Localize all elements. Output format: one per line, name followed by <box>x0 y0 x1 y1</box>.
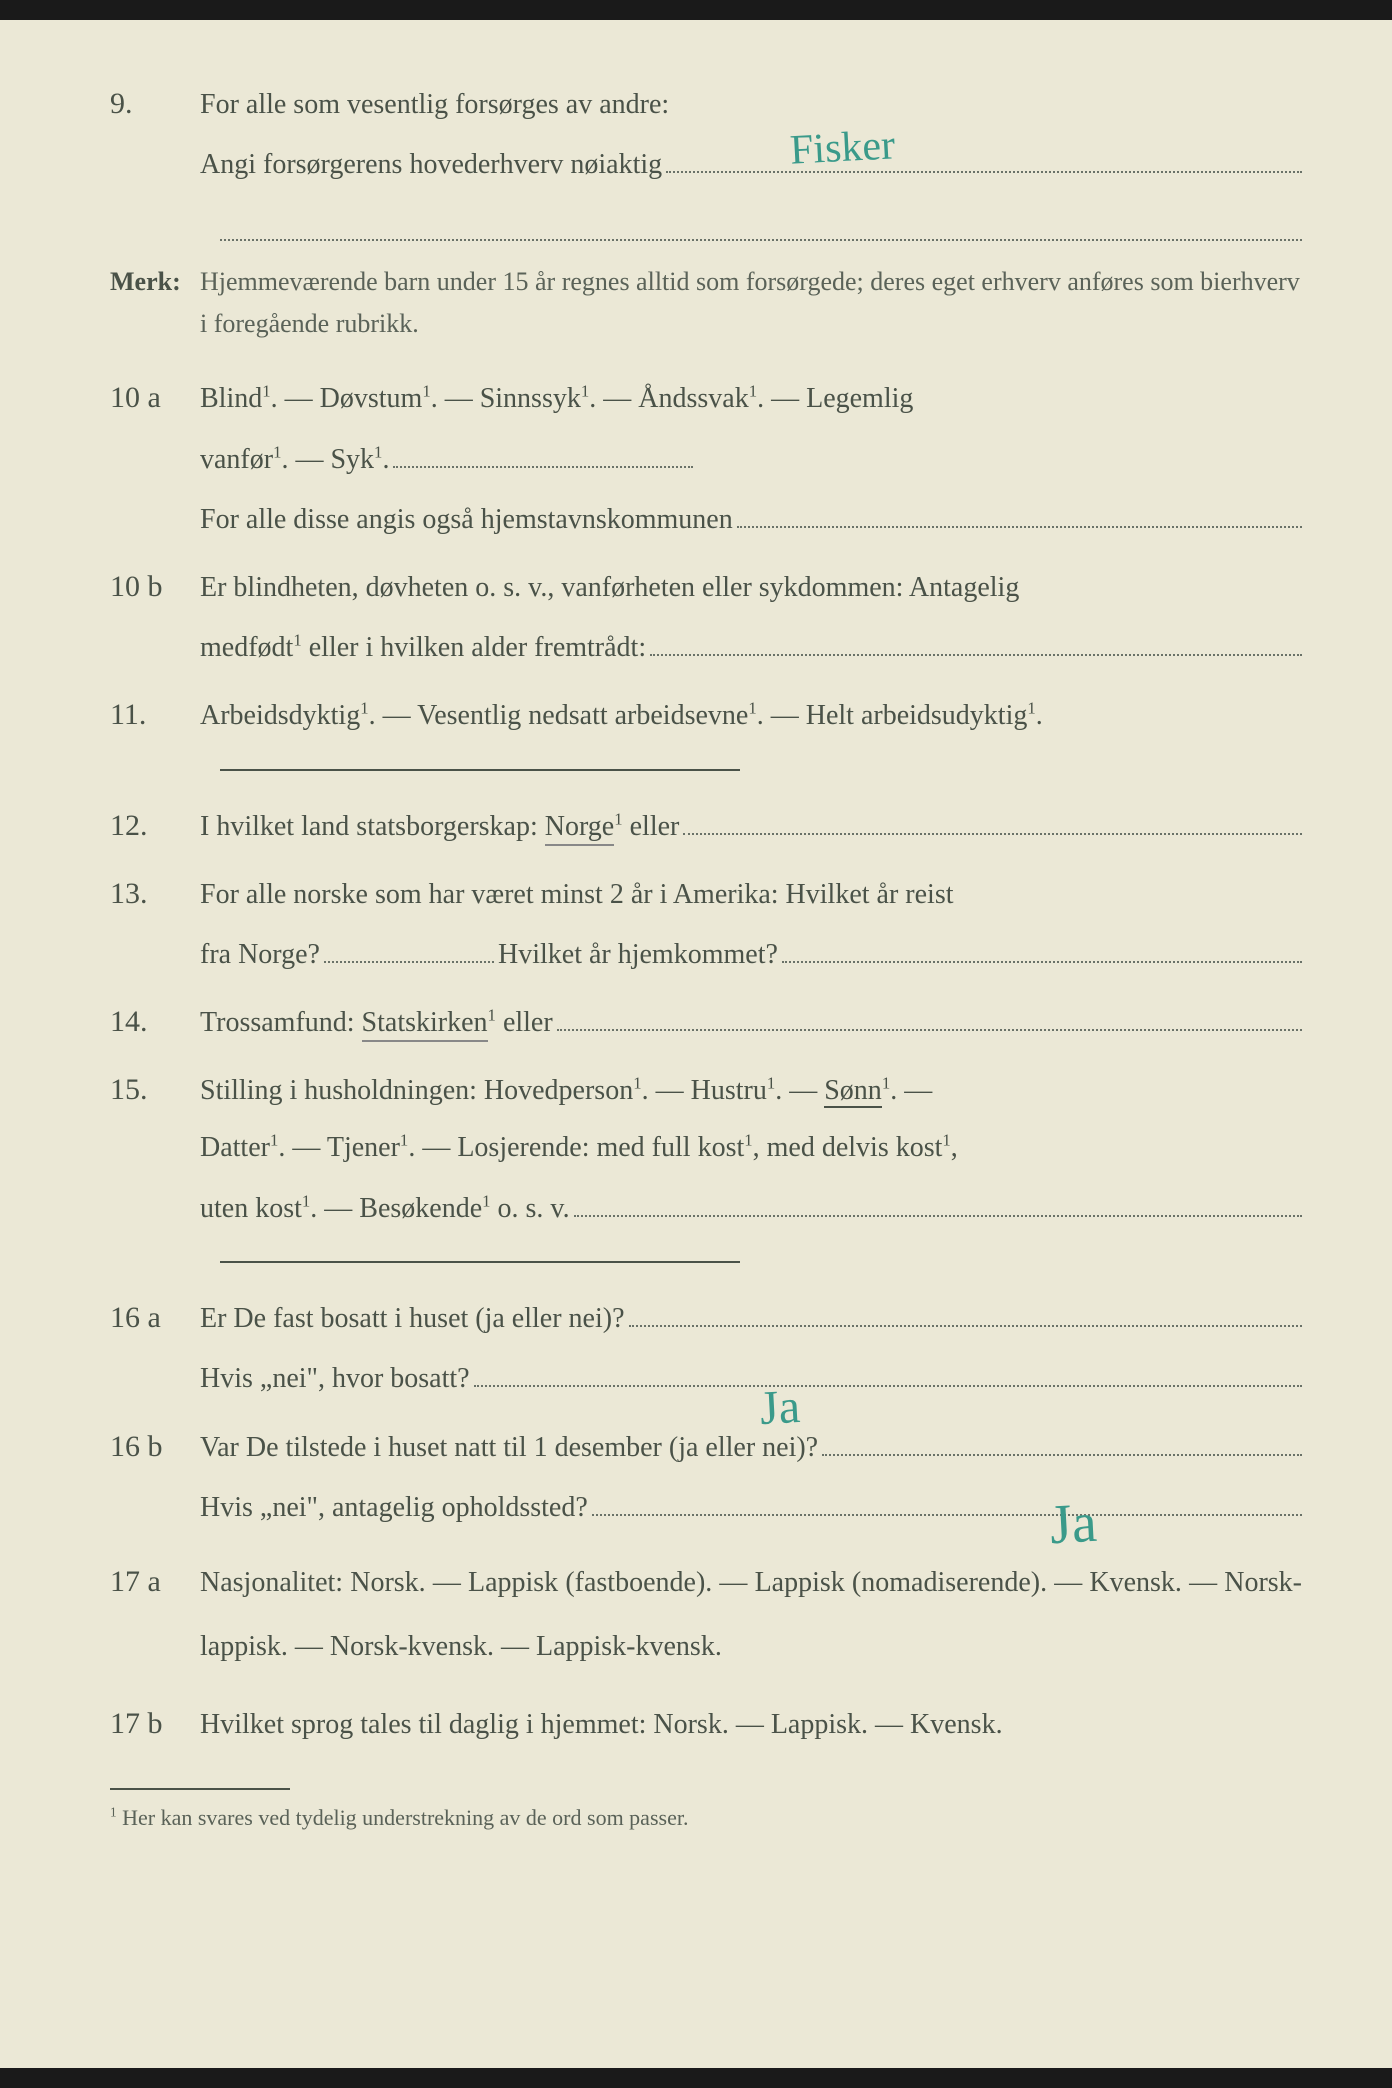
q17b-number: 17 b <box>110 1700 200 1748</box>
question-14: 14. Trossamfund: Statskirken1 eller <box>110 998 1302 1047</box>
note-text: Hjemmeværende barn under 15 år regnes al… <box>200 261 1302 344</box>
question-16b: 16 b Var De tilstede i huset natt til 1 … <box>110 1422 1302 1531</box>
q12-blank <box>683 801 1302 835</box>
q10b-line2: medfødt1 eller i hvilken alder fremtrådt… <box>200 626 646 671</box>
q13-line2a: fra Norge? <box>200 933 320 978</box>
q10b-blank <box>650 623 1302 657</box>
q15-number: 15. <box>110 1066 200 1114</box>
q10a-blank <box>393 434 693 468</box>
q10a-line2: vanfør1. — Syk1. <box>200 438 389 483</box>
note-row: Merk: Hjemmeværende barn under 15 år reg… <box>110 261 1302 344</box>
q14-number: 14. <box>110 998 200 1046</box>
q16a-blank1 <box>629 1293 1303 1327</box>
footnote: 1 Her kan svares ved tydelig understrekn… <box>110 1800 1302 1835</box>
q16b-line1: Var De tilstede i huset natt til 1 desem… <box>200 1426 818 1471</box>
q16a-handwritten: Ja <box>758 1369 802 1448</box>
q9-line1: For alle som vesentlig forsørges av andr… <box>200 83 1302 128</box>
q13-blank2 <box>782 929 1302 963</box>
q15-blank <box>574 1183 1302 1217</box>
divider-2 <box>220 1261 740 1263</box>
question-15: 15. Stilling i husholdningen: Hovedperso… <box>110 1066 1302 1231</box>
question-11: 11. Arbeidsdyktig1. — Vesentlig nedsatt … <box>110 691 1302 739</box>
question-16a: 16 a Er De fast bosatt i huset (ja eller… <box>110 1293 1302 1402</box>
question-10b: 10 b Er blindheten, døvheten o. s. v., v… <box>110 563 1302 671</box>
q9-handwritten: Fisker <box>788 112 896 185</box>
q13-blank1 <box>324 929 494 963</box>
q16b-line2: Hvis „nei", antagelig opholdssted? <box>200 1486 588 1531</box>
q10a-line3: For alle disse angis også hjemstavnskomm… <box>200 498 733 543</box>
q16b-handwritten: Ja <box>1048 1479 1099 1571</box>
q16b-blank1 <box>822 1422 1302 1456</box>
q9-extra-line <box>220 196 1302 241</box>
question-13: 13. For alle norske som har været minst … <box>110 870 1302 978</box>
q10b-line1: Er blindheten, døvheten o. s. v., vanfør… <box>200 566 1302 611</box>
q17b-text: Hvilket sprog tales til daglig i hjemmet… <box>200 1703 1302 1748</box>
question-12: 12. I hvilket land statsborgerskap: Norg… <box>110 801 1302 850</box>
census-form-page: 9. For alle som vesentlig forsørges av a… <box>0 20 1392 2068</box>
q15-line1: Stilling i husholdningen: Hovedperson1. … <box>200 1069 1302 1114</box>
question-17b: 17 b Hvilket sprog tales til daglig i hj… <box>110 1700 1302 1748</box>
q10a-blank2 <box>737 494 1302 528</box>
q16b-blank2 <box>592 1482 1302 1516</box>
divider-1 <box>220 769 740 771</box>
q12-text: I hvilket land statsborgerskap: Norge1 e… <box>200 805 679 850</box>
q10b-number: 10 b <box>110 563 200 611</box>
q11-number: 11. <box>110 691 200 739</box>
q13-number: 13. <box>110 870 200 918</box>
question-10a: 10 a Blind1. — Døvstum1. — Sinnssyk1. — … <box>110 374 1302 543</box>
q14-blank <box>557 998 1302 1032</box>
q16a-line1: Er De fast bosatt i huset (ja eller nei)… <box>200 1297 625 1342</box>
footnote-rule <box>110 1788 290 1790</box>
q13-line2b: Hvilket år hjemkommet? <box>498 933 778 978</box>
q16a-line2: Hvis „nei", hvor bosatt? <box>200 1357 470 1402</box>
q17a-text: Nasjonalitet: Norsk. — Lappisk (fastboen… <box>200 1551 1302 1680</box>
question-9: 9. For alle som vesentlig forsørges av a… <box>110 80 1302 188</box>
q10a-options: Blind1. — Døvstum1. — Sinnssyk1. — Åndss… <box>200 377 913 422</box>
q9-line2: Angi forsørgerens hovederhverv nøiaktig <box>200 143 662 188</box>
question-17a: 17 a Nasjonalitet: Norsk. — Lappisk (fas… <box>110 1551 1302 1680</box>
q13-line1: For alle norske som har været minst 2 år… <box>200 873 1302 918</box>
q16a-number: 16 a <box>110 1294 200 1342</box>
q16a-blank2 <box>474 1354 1302 1388</box>
q16b-number: 16 b <box>110 1423 200 1471</box>
q9-number: 9. <box>110 80 200 128</box>
q10a-number: 10 a <box>110 374 200 422</box>
q9-blank <box>666 140 1302 174</box>
q11-text: Arbeidsdyktig1. — Vesentlig nedsatt arbe… <box>200 694 1302 739</box>
q17a-number: 17 a <box>110 1558 200 1606</box>
note-label: Merk: <box>110 261 200 303</box>
q15-line2: Datter1. — Tjener1. — Losjerende: med fu… <box>200 1126 1302 1171</box>
q14-text: Trossamfund: Statskirken1 eller <box>200 1001 553 1046</box>
q15-line3: uten kost1. — Besøkende1 o. s. v. <box>200 1187 570 1232</box>
q12-number: 12. <box>110 802 200 850</box>
